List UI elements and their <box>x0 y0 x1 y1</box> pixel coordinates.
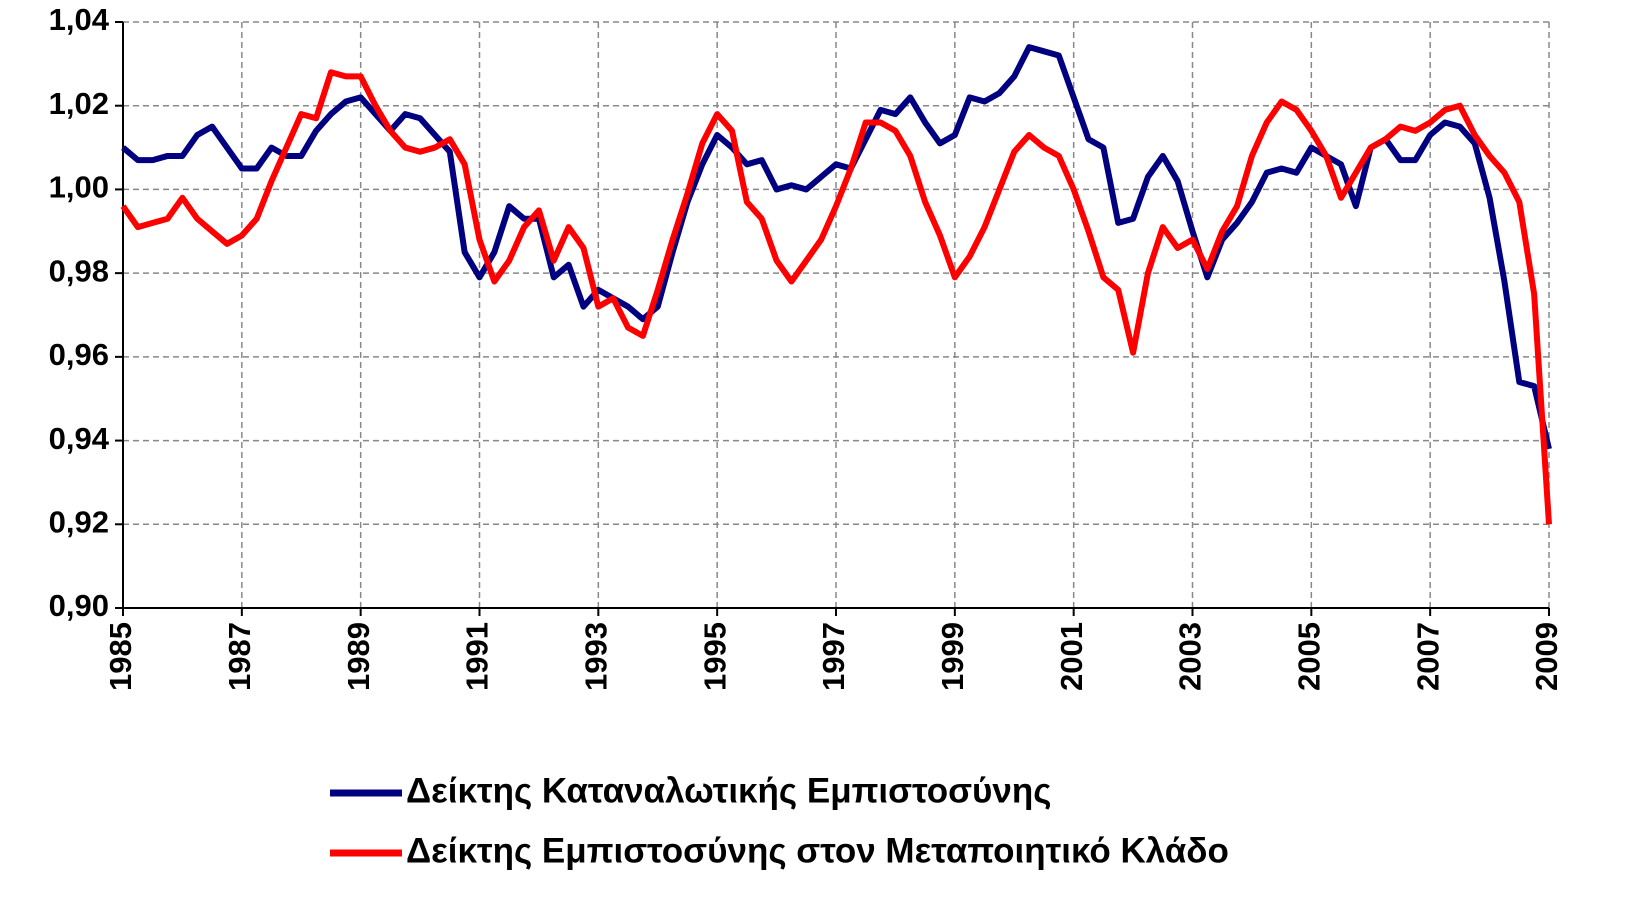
x-tick-label: 1995 <box>697 622 732 691</box>
x-tick-label: 2001 <box>1054 622 1089 691</box>
y-tick-label: 0,92 <box>49 504 109 539</box>
x-tick-label: 2005 <box>1292 622 1327 691</box>
x-tick-label: 2007 <box>1410 622 1445 691</box>
x-tick-label: 1999 <box>935 622 970 691</box>
y-tick-label: 1,04 <box>49 2 110 37</box>
x-tick-label: 2003 <box>1173 622 1208 691</box>
x-tick-label: 1985 <box>103 622 138 691</box>
legend-label: Δείκτης Εμπιστοσύνης στον Μεταποιητικό Κ… <box>406 831 1229 870</box>
y-tick-label: 0,90 <box>49 588 109 623</box>
y-tick-label: 1,02 <box>49 86 109 121</box>
legend-label: Δείκτης Καταναλωτικής Εμπιστοσύνης <box>406 771 1051 810</box>
y-tick-label: 0,98 <box>49 253 109 288</box>
x-tick-label: 1987 <box>222 622 257 691</box>
series-line <box>121 44 1552 450</box>
x-tick-label: 2009 <box>1529 622 1564 691</box>
series-line <box>120 69 1552 525</box>
x-tick-label: 1993 <box>579 622 614 691</box>
x-tick-label: 1991 <box>460 622 495 691</box>
x-tick-label: 1997 <box>816 622 851 691</box>
y-tick-label: 0,94 <box>49 421 110 456</box>
y-tick-label: 1,00 <box>49 170 109 205</box>
y-tick-label: 0,96 <box>49 337 109 372</box>
x-tick-label: 1989 <box>341 622 376 691</box>
